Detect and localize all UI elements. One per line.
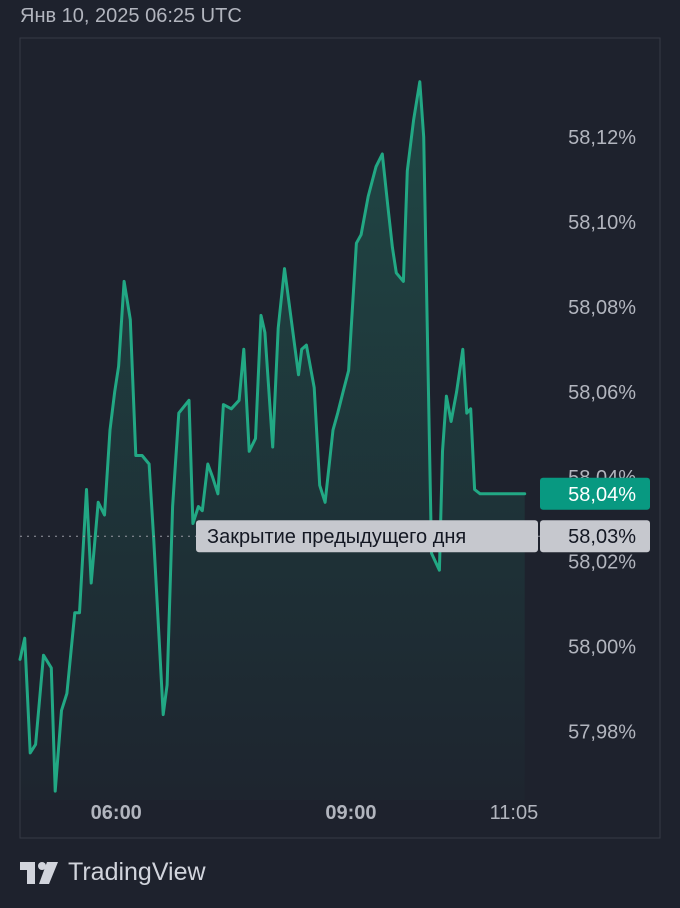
chart-frame	[19, 37, 661, 839]
y-tick-label: 58,00%	[568, 637, 636, 659]
previous-close-value: 58,03%	[568, 526, 636, 548]
y-tick-label: 57,98%	[568, 722, 636, 744]
previous-close-label: Закрытие предыдущего дня	[207, 526, 466, 548]
y-tick-label: 58,06%	[568, 382, 636, 404]
brand-name: TradingView	[68, 858, 206, 886]
area-fill	[20, 81, 525, 800]
price-line	[18, 80, 527, 793]
price-chart[interactable]: 57,98% 58,00% 58,02% 58,04% 58,06% 58,08% 58,1…	[0, 0, 680, 850]
last-price-badge	[540, 477, 650, 510]
footer: TradingView	[20, 858, 206, 887]
y-tick-label: 58,08%	[568, 297, 636, 319]
y-tick-label: 58,02%	[568, 552, 636, 574]
y-tick-label: 58,12%	[568, 127, 636, 149]
datetime-label: Янв 10, 2025 06:25 UTC	[20, 5, 242, 27]
tradingview-logo-icon	[20, 861, 58, 884]
x-tick-label: 09:00	[325, 802, 376, 824]
last-price-value: 58,04%	[568, 484, 636, 506]
y-tick-label: 58,10%	[568, 212, 636, 234]
previous-close-label-box	[196, 520, 538, 553]
x-tick-label: 06:00	[91, 802, 142, 824]
x-tick-label: 11:05	[490, 802, 539, 824]
previous-close-value-badge	[540, 520, 650, 553]
